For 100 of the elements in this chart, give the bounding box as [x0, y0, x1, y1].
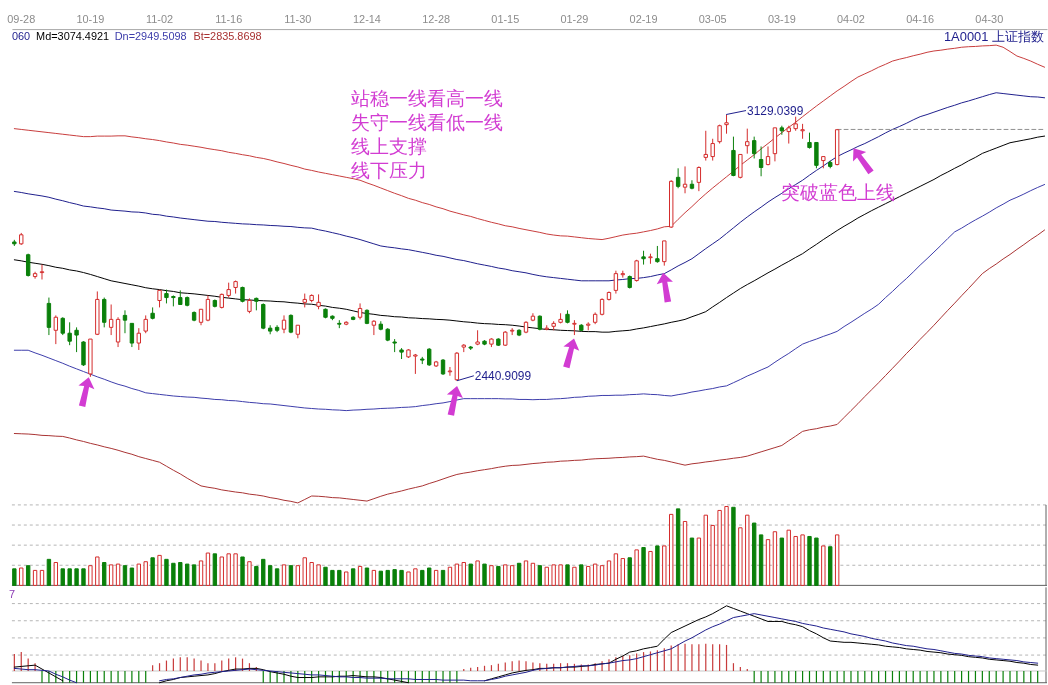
bar [247, 561, 252, 586]
bar [364, 567, 370, 586]
bar [19, 567, 24, 586]
x-tick-label: 11-16 [215, 12, 243, 25]
text: 站稳一线看高一线 [350, 87, 503, 109]
bar [420, 569, 425, 586]
candlestick [74, 326, 79, 353]
candlestick [703, 130, 708, 162]
bar [323, 566, 328, 586]
candlestick [751, 136, 757, 159]
bar [509, 565, 515, 586]
bar [240, 556, 245, 586]
bar [586, 565, 591, 586]
candlestick [46, 297, 52, 336]
bar [295, 565, 301, 586]
bar [357, 565, 363, 586]
bar [475, 560, 480, 586]
x-tick-label: 04-30 [975, 12, 1004, 25]
candlestick [696, 165, 702, 192]
bar [274, 568, 280, 586]
bar [834, 534, 840, 586]
candlestick [447, 366, 453, 377]
text: Dn=2949.5098 [114, 30, 187, 43]
bar [648, 550, 653, 586]
bar [447, 566, 453, 586]
bar [537, 565, 543, 586]
annotation: 线下压力 [350, 160, 427, 182]
bar [288, 565, 294, 586]
bar [800, 534, 805, 586]
bar [772, 531, 778, 586]
bar [675, 508, 681, 586]
bar [344, 571, 349, 586]
bar [544, 566, 549, 586]
candlestick [81, 340, 86, 367]
bar [115, 563, 121, 586]
bar [731, 506, 736, 586]
bar [102, 562, 107, 586]
bar [682, 520, 688, 586]
bar [392, 569, 397, 586]
annotation: 线上支撑 [350, 136, 427, 158]
bar [530, 562, 536, 586]
bar [641, 547, 646, 586]
bar [178, 562, 183, 586]
bar [427, 567, 432, 586]
bar [592, 563, 598, 586]
bar [378, 570, 383, 586]
bar [25, 565, 31, 586]
bar [627, 557, 632, 586]
bar [219, 556, 224, 586]
candlestick [675, 167, 681, 189]
x-tick-label: 03-05 [698, 12, 727, 25]
bar [765, 539, 771, 586]
text: Bt=2835.8698 [193, 30, 262, 43]
candlestick [682, 165, 688, 194]
annotation: 3129.0399 [747, 103, 804, 118]
bar [185, 563, 190, 586]
bar [786, 529, 791, 586]
bar [613, 553, 619, 586]
x-tick-label: 04-16 [906, 12, 935, 25]
bar [551, 564, 556, 586]
bar [779, 537, 785, 586]
bar [74, 568, 79, 586]
bar [399, 569, 404, 586]
bar [655, 545, 660, 586]
bar [599, 565, 605, 586]
bar [433, 569, 439, 586]
bar [191, 564, 197, 586]
bar [39, 569, 45, 586]
candlestick [814, 141, 819, 169]
bar [254, 565, 259, 586]
bar [634, 549, 639, 586]
bar [233, 553, 238, 586]
bar [267, 565, 273, 586]
bar [807, 535, 812, 586]
bar [558, 564, 563, 586]
bar [620, 558, 625, 586]
candlestick [129, 322, 135, 348]
bar [696, 537, 702, 586]
bar [606, 560, 612, 586]
bar [814, 537, 819, 586]
bar [316, 564, 321, 586]
bar [53, 562, 59, 586]
bar [724, 506, 729, 586]
candlestick [261, 302, 266, 330]
text: Md=3074.4921 [36, 30, 110, 43]
x-tick-label: 12-28 [422, 12, 451, 25]
bar [261, 558, 266, 586]
bar [516, 562, 522, 586]
candlestick [102, 297, 107, 328]
bar [81, 568, 86, 586]
x-tick-label: 04-02 [837, 12, 865, 25]
bar [496, 565, 501, 586]
bar [703, 514, 708, 586]
bar [129, 567, 135, 586]
bar [171, 562, 176, 586]
bar [143, 561, 148, 586]
bar [745, 514, 750, 586]
bar [150, 557, 155, 586]
x-tick-label: 02-19 [629, 12, 658, 25]
bar [330, 569, 335, 586]
